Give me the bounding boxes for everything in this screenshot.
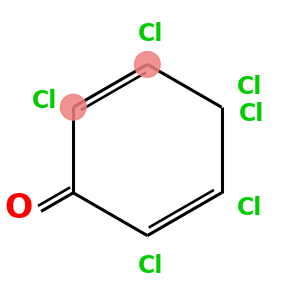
Text: O: O: [4, 192, 33, 225]
Circle shape: [134, 52, 160, 77]
Text: Cl: Cl: [137, 22, 163, 46]
Text: Cl: Cl: [238, 102, 264, 126]
Text: Cl: Cl: [237, 75, 262, 99]
Text: Cl: Cl: [32, 89, 58, 113]
Text: Cl: Cl: [237, 196, 262, 220]
Text: Cl: Cl: [137, 254, 163, 278]
Circle shape: [60, 94, 86, 120]
